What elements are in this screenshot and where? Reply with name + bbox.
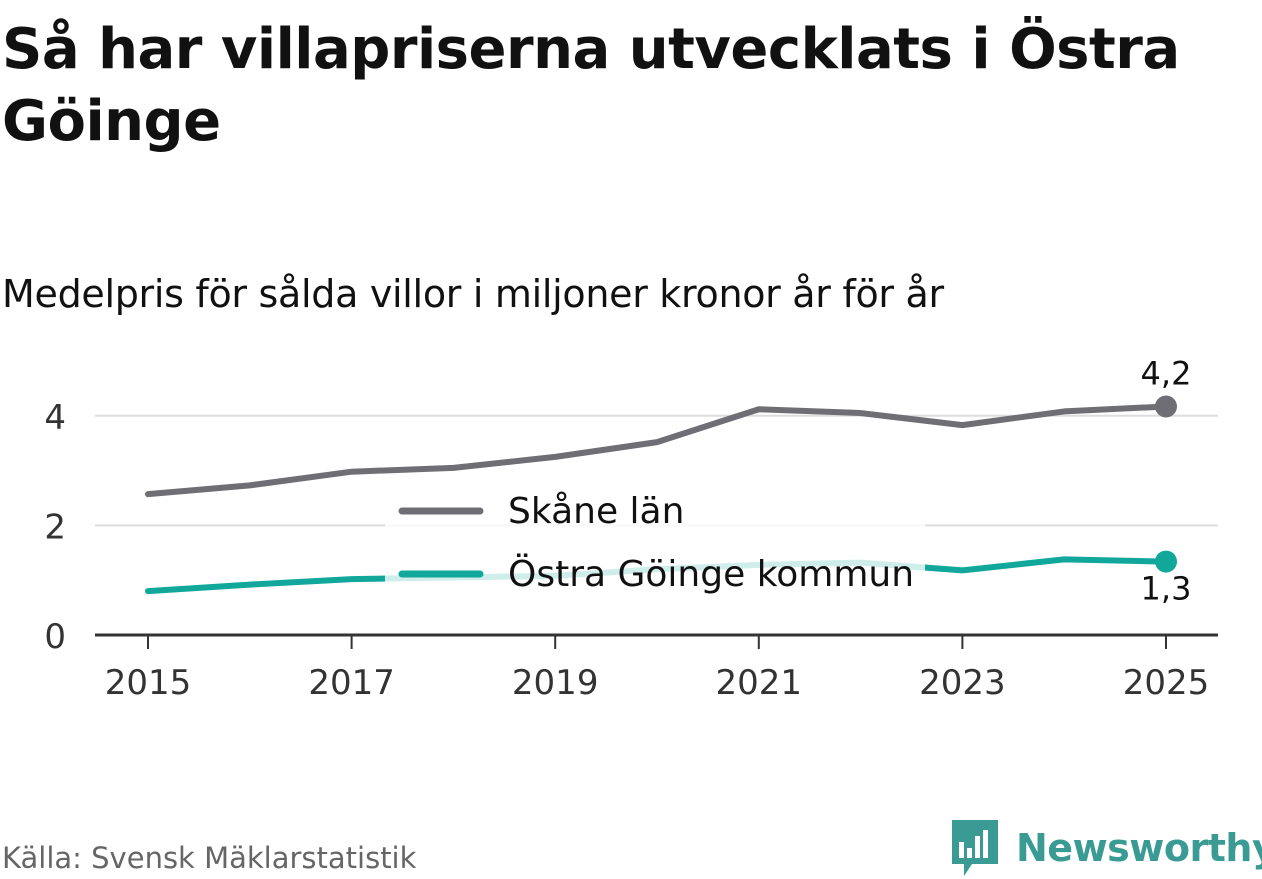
legend-label-0: Skåne län (508, 491, 684, 532)
chart-subtitle: Medelpris för sålda villor i miljoner kr… (2, 272, 944, 316)
series-line-0 (145, 403, 1169, 498)
series-endpoint-0 (1155, 395, 1177, 418)
chart-title: Så har villapriserna utvecklats i Östra … (2, 17, 1180, 154)
end-labels: 4,2 1,3 (1141, 354, 1192, 607)
y-tick-label: 0 (44, 617, 66, 657)
brand-logo: Newsworthy (950, 818, 1262, 878)
brand-name: Newsworthy (1016, 826, 1262, 870)
x-tick-label: 2017 (308, 663, 395, 703)
legend-label-1: Östra Göinge kommun (508, 553, 914, 595)
x-tick-label: 2015 (105, 663, 192, 703)
legend: Skåne län Östra Göinge kommun (385, 486, 925, 604)
end-label-1: 1,3 (1141, 570, 1192, 608)
y-axis-ticks: 0 2 4 (44, 398, 66, 657)
x-tick-label: 2023 (919, 663, 1006, 703)
legend-background (385, 486, 925, 604)
bar-chart-speech-bubble-icon (952, 820, 998, 876)
y-tick-label: 2 (44, 507, 66, 547)
end-label-0: 4,2 (1141, 354, 1192, 392)
y-tick-label: 4 (44, 398, 66, 438)
source-note: Källa: Svensk Mäklarstatistik (2, 841, 417, 875)
x-tick-label: 2019 (512, 663, 599, 703)
x-axis-ticks: 2015 2017 2019 2021 2023 2025 (105, 635, 1210, 703)
x-tick-label: 2025 (1123, 663, 1210, 703)
series-endpoint-1 (1155, 550, 1177, 573)
x-tick-label: 2021 (716, 663, 803, 703)
